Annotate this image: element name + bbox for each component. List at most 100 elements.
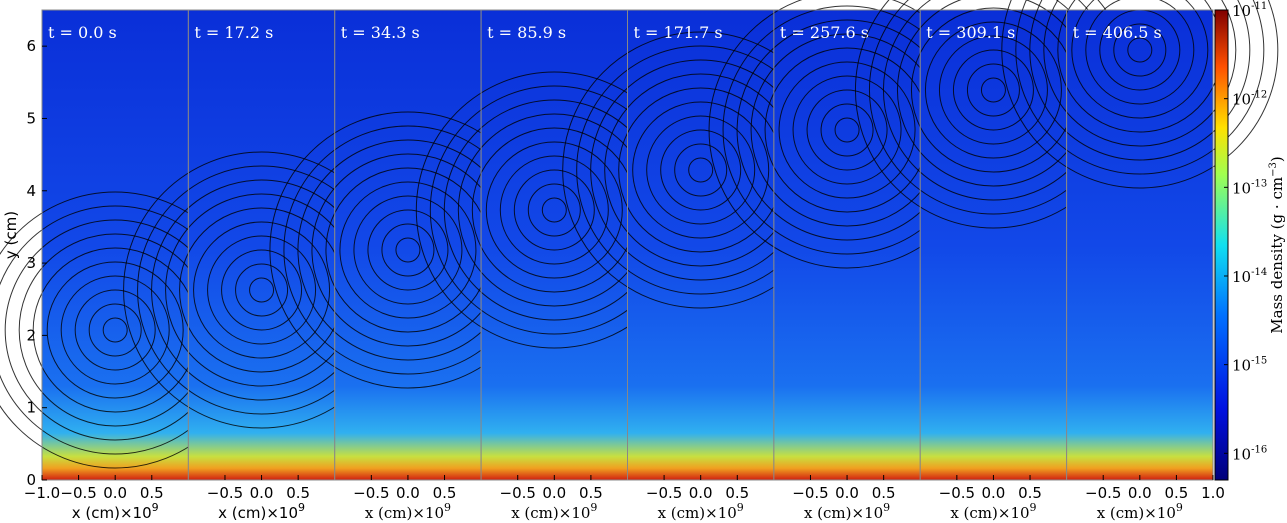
streamline	[46, 261, 184, 399]
x-tick-label: 0.0	[1128, 484, 1152, 502]
x-axis-label-text: x (cm)×10	[365, 504, 444, 522]
x-tick-label: 0.0	[542, 484, 566, 502]
streamline	[74, 289, 156, 371]
streamline	[249, 277, 275, 303]
colorbar-label-end: )	[1268, 156, 1286, 162]
streamline	[485, 141, 623, 279]
panel-title: t = 257.6 s	[780, 23, 869, 42]
streamline	[834, 117, 860, 143]
x-axis-label-exp: 9	[883, 501, 890, 514]
x-axis-label-text: x (cm)×10	[218, 504, 298, 522]
colorbar-tick-base: 10	[1232, 268, 1251, 286]
density-map	[188, 10, 335, 480]
density-map	[481, 10, 628, 480]
colorbar-tick-exp: -13	[1251, 178, 1267, 189]
streamline	[646, 115, 756, 225]
streamline	[674, 143, 728, 197]
streamline	[207, 235, 317, 345]
x-tick-label: 0.0	[835, 484, 859, 502]
streamline	[513, 169, 595, 251]
x-tick-label: 0.5	[140, 484, 164, 502]
density-map	[773, 10, 921, 480]
x-axis-label: x (cm)×109	[511, 501, 597, 522]
colorbar-tick-base: 10	[1232, 2, 1251, 20]
panel-title: t = 34.3 s	[341, 23, 420, 42]
streamline	[1029, 0, 1251, 161]
colorbar-tick-label: 10-11	[1232, 1, 1267, 20]
streamline	[1015, 0, 1265, 175]
streamline	[924, 21, 1062, 159]
colorbar-tick-exp: -12	[1251, 90, 1267, 101]
colorbar-label: Mass density (g · cm−3)	[1268, 156, 1286, 333]
colorbar-tick-label: 10-16	[1232, 444, 1267, 463]
panel-title: t = 85.9 s	[487, 23, 566, 42]
streamline	[980, 77, 1006, 103]
colorbar-tick-label: 10-13	[1232, 178, 1267, 197]
colorbar-tick-base: 10	[1232, 357, 1251, 375]
x-axis-label-exp: 9	[737, 501, 744, 514]
density-map	[627, 10, 774, 480]
x-axis-label-text: x (cm)×10	[950, 504, 1029, 522]
x-axis-label-exp: 9	[1030, 501, 1037, 514]
x-tick-label: −0.5	[939, 484, 975, 502]
x-tick-label: 0.5	[725, 484, 749, 502]
colorbar-label-text: Mass density (g · cm	[1268, 177, 1286, 334]
y-tick-label: 2	[26, 326, 36, 344]
streamline	[102, 317, 128, 343]
streamline	[221, 249, 303, 331]
streamline	[938, 35, 1048, 145]
streamline	[193, 221, 331, 359]
x-axis-label-exp: 9	[1176, 501, 1183, 514]
streamline	[395, 237, 421, 263]
x-tick-label: −0.5	[500, 484, 536, 502]
x-axis-label: x (cm)×109	[72, 501, 159, 522]
colorbar	[1214, 9, 1229, 481]
colorbar-tick-exp: -11	[1251, 1, 1267, 12]
x-axis-label-text: x (cm)×10	[511, 504, 590, 522]
streamline	[367, 209, 449, 291]
x-tick-label: −0.5	[792, 484, 828, 502]
panel-title: t = 406.5 s	[1073, 23, 1162, 42]
x-tick-label: 0.5	[872, 484, 896, 502]
y-tick-label: 0	[26, 471, 36, 489]
panel-title: t = 171.7 s	[634, 23, 723, 42]
x-tick-label: 0.0	[689, 484, 713, 502]
x-axis-label-text: x (cm)×10	[658, 504, 737, 522]
streamline	[966, 63, 1020, 117]
streamline	[88, 303, 142, 357]
x-tick-label: 0.0	[396, 484, 420, 502]
x-axis-label: x (cm)×109	[804, 501, 890, 522]
x-axis-label-text: x (cm)×10	[1097, 504, 1176, 522]
streamline	[806, 89, 888, 171]
colorbar-tick-label: 10-12	[1232, 90, 1267, 109]
y-tick-label: 6	[26, 37, 36, 55]
streamline	[778, 61, 916, 199]
x-tick-label: −0.5	[646, 484, 682, 502]
panel-title: t = 0.0 s	[48, 23, 117, 42]
colorbar-label-exp: −3	[1268, 162, 1279, 177]
x-axis-label: x (cm)×109	[218, 501, 305, 522]
streamline	[688, 157, 714, 183]
density-map	[334, 10, 482, 480]
x-tick-label: 0.0	[250, 484, 274, 502]
x-tick-label: 0.5	[433, 484, 457, 502]
y-tick-label: 1	[26, 399, 36, 417]
colorbar-tick-base: 10	[1232, 91, 1251, 109]
x-axis-label: x (cm)×109	[1097, 501, 1183, 522]
streamline	[541, 197, 567, 223]
x-axis-label-exp: 9	[444, 501, 451, 514]
x-tick-label: 1.0	[1201, 484, 1225, 502]
streamline	[353, 195, 463, 305]
streamline	[1043, 0, 1237, 147]
x-axis-label-text: x (cm)×10	[72, 504, 152, 522]
colorbar-tick-base: 10	[1232, 179, 1251, 197]
x-axis-label: x (cm)×109	[365, 501, 451, 522]
streamline	[952, 49, 1034, 131]
x-axis-label: x (cm)×109	[658, 501, 744, 522]
panel-title: t = 309.1 s	[926, 23, 1015, 42]
density-map	[42, 10, 189, 480]
streamline	[1085, 0, 1195, 105]
streamline	[339, 181, 477, 319]
x-tick-label: 0.0	[103, 484, 127, 502]
